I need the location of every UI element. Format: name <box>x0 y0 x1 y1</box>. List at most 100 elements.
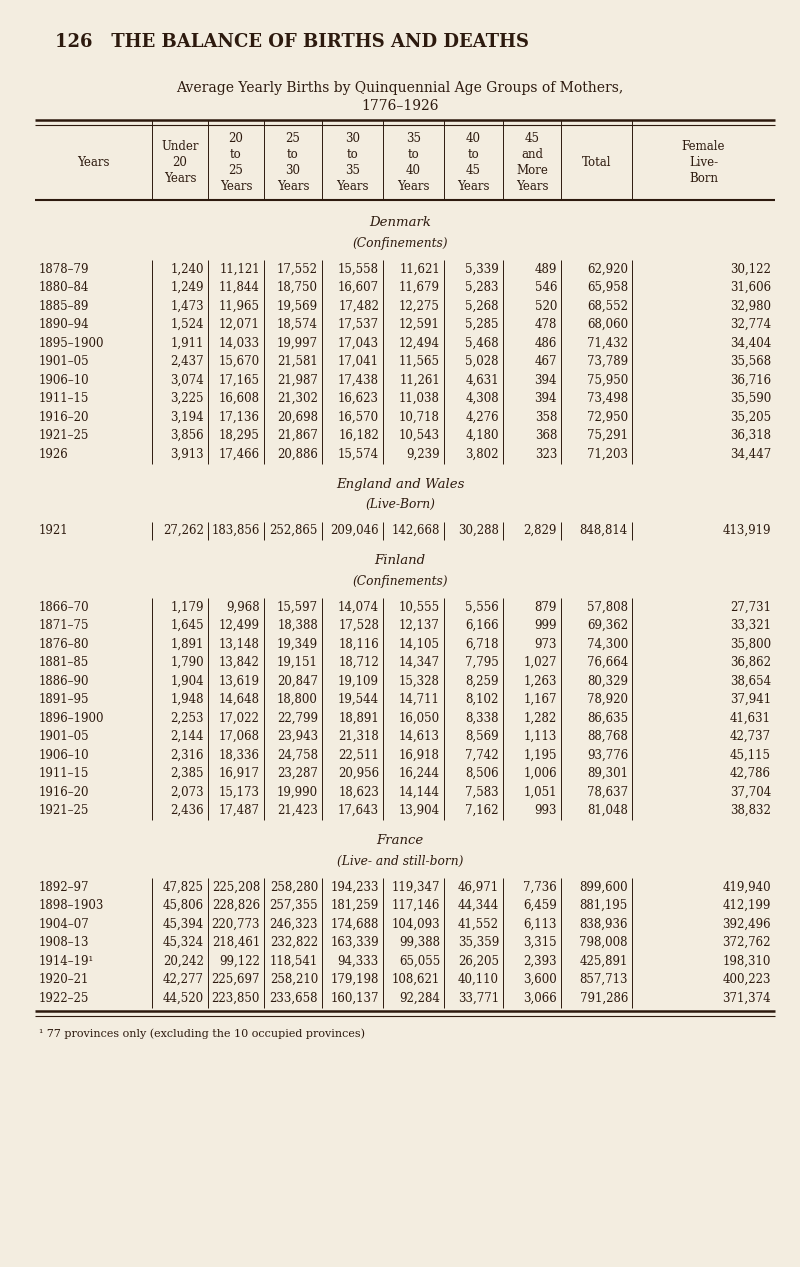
Text: 42,737: 42,737 <box>730 730 771 744</box>
Text: 425,891: 425,891 <box>580 955 628 968</box>
Text: 42,786: 42,786 <box>730 768 771 780</box>
Text: 17,165: 17,165 <box>219 374 260 386</box>
Text: 19,349: 19,349 <box>277 637 318 651</box>
Text: 35,590: 35,590 <box>730 393 771 405</box>
Text: 3,600: 3,600 <box>523 973 557 986</box>
Text: 798,008: 798,008 <box>579 936 628 949</box>
Text: 16,608: 16,608 <box>219 393 260 405</box>
Text: 41,631: 41,631 <box>730 712 771 725</box>
Text: 86,635: 86,635 <box>587 712 628 725</box>
Text: 14,033: 14,033 <box>219 337 260 350</box>
Text: 258,210: 258,210 <box>270 973 318 986</box>
Text: 6,166: 6,166 <box>466 620 499 632</box>
Text: 368: 368 <box>534 430 557 442</box>
Text: 34,447: 34,447 <box>730 447 771 461</box>
Text: 1921–25: 1921–25 <box>39 430 90 442</box>
Text: 11,261: 11,261 <box>399 374 440 386</box>
Text: 35,568: 35,568 <box>730 355 771 369</box>
Text: 7,736: 7,736 <box>523 881 557 893</box>
Text: 18,574: 18,574 <box>277 318 318 331</box>
Text: 1921–25: 1921–25 <box>39 805 90 817</box>
Text: 44,344: 44,344 <box>458 900 499 912</box>
Text: 12,275: 12,275 <box>399 300 440 313</box>
Text: 142,668: 142,668 <box>392 525 440 537</box>
Text: 81,048: 81,048 <box>587 805 628 817</box>
Text: 973: 973 <box>534 637 557 651</box>
Text: 1914–19¹: 1914–19¹ <box>39 955 94 968</box>
Text: 10,718: 10,718 <box>399 411 440 423</box>
Text: 7,583: 7,583 <box>466 786 499 798</box>
Text: 1880–84: 1880–84 <box>39 281 90 294</box>
Text: 181,259: 181,259 <box>330 900 379 912</box>
Text: 1898–1903: 1898–1903 <box>39 900 104 912</box>
Text: 257,355: 257,355 <box>270 900 318 912</box>
Text: 19,544: 19,544 <box>338 693 379 706</box>
Text: 35,205: 35,205 <box>730 411 771 423</box>
Text: 218,461: 218,461 <box>212 936 260 949</box>
Text: 194,233: 194,233 <box>330 881 379 893</box>
Text: 20,886: 20,886 <box>277 447 318 461</box>
Text: France: France <box>376 835 424 848</box>
Text: 74,300: 74,300 <box>586 637 628 651</box>
Text: 1,240: 1,240 <box>170 262 204 276</box>
Text: 108,621: 108,621 <box>392 973 440 986</box>
Text: 30
to
35
Years: 30 to 35 Years <box>336 133 369 194</box>
Text: 19,990: 19,990 <box>277 786 318 798</box>
Text: 1881–85: 1881–85 <box>39 656 90 669</box>
Text: 14,105: 14,105 <box>399 637 440 651</box>
Text: 17,438: 17,438 <box>338 374 379 386</box>
Text: 93,776: 93,776 <box>586 749 628 761</box>
Text: 413,919: 413,919 <box>722 525 771 537</box>
Text: 11,565: 11,565 <box>399 355 440 369</box>
Text: 126   THE BALANCE OF BIRTHS AND DEATHS: 126 THE BALANCE OF BIRTHS AND DEATHS <box>55 33 529 51</box>
Text: 38,654: 38,654 <box>730 675 771 688</box>
Text: 45,394: 45,394 <box>162 917 204 931</box>
Text: 16,182: 16,182 <box>338 430 379 442</box>
Text: 5,556: 5,556 <box>466 601 499 613</box>
Text: 3,913: 3,913 <box>170 447 204 461</box>
Text: 4,180: 4,180 <box>466 430 499 442</box>
Text: England and Wales: England and Wales <box>336 478 464 492</box>
Text: 1866–70: 1866–70 <box>39 601 90 613</box>
Text: 18,116: 18,116 <box>338 637 379 651</box>
Text: 27,262: 27,262 <box>163 525 204 537</box>
Text: 1892–97: 1892–97 <box>39 881 90 893</box>
Text: 78,920: 78,920 <box>587 693 628 706</box>
Text: 92,284: 92,284 <box>399 992 440 1005</box>
Text: 22,511: 22,511 <box>338 749 379 761</box>
Text: 419,940: 419,940 <box>722 881 771 893</box>
Text: 19,109: 19,109 <box>338 675 379 688</box>
Text: 323: 323 <box>534 447 557 461</box>
Text: 18,800: 18,800 <box>277 693 318 706</box>
Text: 1,790: 1,790 <box>170 656 204 669</box>
Text: 12,137: 12,137 <box>399 620 440 632</box>
Text: 24,758: 24,758 <box>277 749 318 761</box>
Text: 1901–05: 1901–05 <box>39 355 90 369</box>
Text: 36,716: 36,716 <box>730 374 771 386</box>
Text: 3,066: 3,066 <box>523 992 557 1005</box>
Text: 21,302: 21,302 <box>277 393 318 405</box>
Text: 8,259: 8,259 <box>466 675 499 688</box>
Text: 1,167: 1,167 <box>523 693 557 706</box>
Text: 14,648: 14,648 <box>219 693 260 706</box>
Text: 11,621: 11,621 <box>399 262 440 276</box>
Text: 41,552: 41,552 <box>458 917 499 931</box>
Text: 17,043: 17,043 <box>338 337 379 350</box>
Text: 17,482: 17,482 <box>338 300 379 313</box>
Text: 14,613: 14,613 <box>399 730 440 744</box>
Text: 62,920: 62,920 <box>587 262 628 276</box>
Text: 99,388: 99,388 <box>399 936 440 949</box>
Text: 23,943: 23,943 <box>277 730 318 744</box>
Text: 1911–15: 1911–15 <box>39 393 90 405</box>
Text: 163,339: 163,339 <box>330 936 379 949</box>
Text: 11,679: 11,679 <box>399 281 440 294</box>
Text: 1878–79: 1878–79 <box>39 262 90 276</box>
Text: 73,498: 73,498 <box>587 393 628 405</box>
Text: 16,244: 16,244 <box>399 768 440 780</box>
Text: 1,282: 1,282 <box>524 712 557 725</box>
Text: 18,750: 18,750 <box>277 281 318 294</box>
Text: 225,208: 225,208 <box>212 881 260 893</box>
Text: 19,569: 19,569 <box>277 300 318 313</box>
Text: 1,179: 1,179 <box>170 601 204 613</box>
Text: 209,046: 209,046 <box>330 525 379 537</box>
